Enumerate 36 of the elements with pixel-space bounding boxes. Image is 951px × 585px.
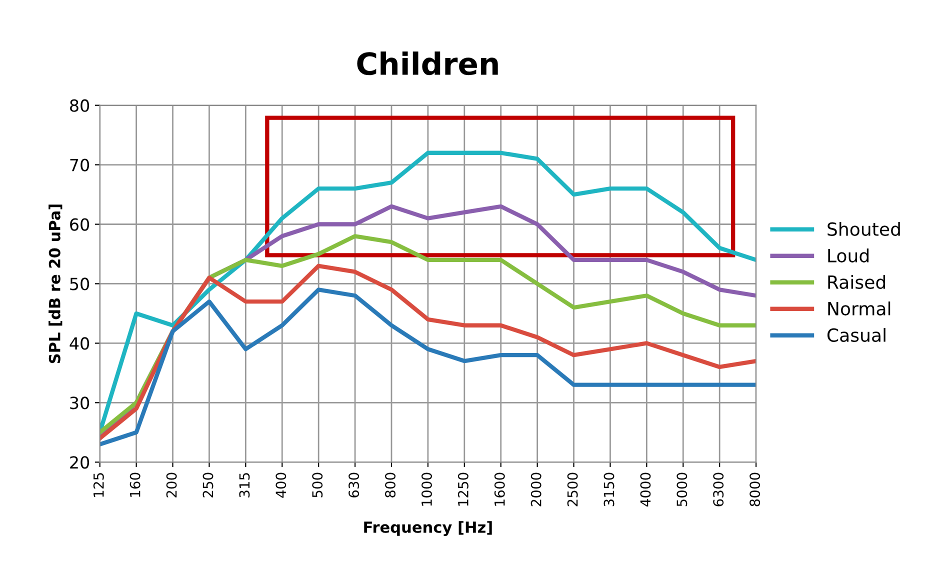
x-tick-label: 500 xyxy=(312,472,323,498)
y-tick-label: 40 xyxy=(70,337,90,350)
legend-label: Loud xyxy=(828,248,869,262)
x-tick-label: 800 xyxy=(385,472,396,498)
legend-label: Normal xyxy=(828,301,890,316)
x-tick-label: 4000 xyxy=(640,472,651,507)
x-tick-label: 6300 xyxy=(713,472,724,506)
x-tick-label: 2500 xyxy=(567,472,578,506)
x-tick-label: 5000 xyxy=(676,472,688,506)
x-tick-label: 1250 xyxy=(458,472,468,506)
y-tick-label: 50 xyxy=(70,278,90,290)
line-series xyxy=(100,264,756,440)
x-axis-title: Frequency [Hz] xyxy=(364,521,492,536)
y-tick-label: 20 xyxy=(70,456,90,469)
x-tick-label: 400 xyxy=(276,472,286,498)
x-tick-label: 2000 xyxy=(530,472,542,506)
x-tick-label: 1000 xyxy=(421,472,432,506)
y-tick-label: 60 xyxy=(70,218,90,231)
y-tick-label: 70 xyxy=(70,158,90,172)
x-tick-label: 250 xyxy=(202,472,214,498)
line-series xyxy=(100,288,756,446)
legend-label: Casual xyxy=(827,328,886,342)
x-tick-label: 315 xyxy=(239,473,250,498)
y-tick-label: 30 xyxy=(70,396,90,410)
x-tick-label: 200 xyxy=(166,472,177,498)
legend-label: Shouted xyxy=(828,222,900,236)
chart-title: Children xyxy=(357,52,498,76)
legend-label: Raised xyxy=(828,274,886,289)
x-tick-label: 3150 xyxy=(604,472,614,506)
x-tick-label: 160 xyxy=(130,472,140,497)
y-axis-title: SPL [dB re 20 uPa] xyxy=(48,204,62,364)
x-tick-label: 630 xyxy=(348,472,360,498)
x-tick-label: 125 xyxy=(93,473,104,497)
x-tick-label: 1600 xyxy=(494,472,505,506)
x-tick-label: 8000 xyxy=(750,472,760,506)
y-tick-label: 80 xyxy=(70,99,90,112)
